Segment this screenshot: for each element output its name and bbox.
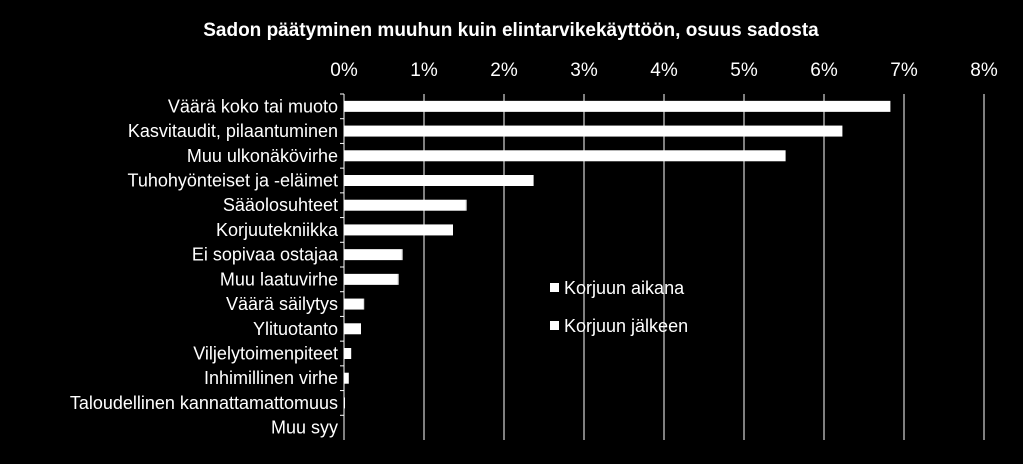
bars	[344, 100, 891, 409]
legend-swatch	[550, 321, 559, 330]
category-label: Väärä säilytys	[226, 294, 338, 314]
bar-korjuun-aikana	[344, 249, 402, 261]
x-tick-label: 6%	[810, 60, 838, 81]
bar-korjuun-jalkeen	[532, 175, 534, 186]
category-label: Muu laatuvirhe	[220, 269, 338, 289]
category-label: Inhimillinen virhe	[204, 368, 338, 388]
category-label: Korjuutekniikka	[216, 220, 339, 240]
bar-korjuun-aikana	[344, 199, 466, 211]
chart-title: Sadon päätyminen muuhun kuin elintarvike…	[203, 20, 819, 41]
bar-korjuun-jalkeen	[401, 249, 403, 261]
legend: Korjuun aikana Korjuun jälkeen	[550, 278, 688, 336]
bar-korjuun-jalkeen	[784, 150, 786, 162]
category-label: Muu syy	[271, 418, 338, 438]
category-label: Muu ulkonäkövirhe	[187, 146, 338, 166]
bar-korjuun-aikana	[344, 224, 452, 236]
category-label: Ei sopivaa ostajaa	[192, 245, 339, 265]
category-label: Väärä koko tai muoto	[168, 96, 338, 116]
x-axis-ticks: 0% 1% 2% 3% 4% 5% 6% 7% 8%	[330, 60, 998, 81]
legend-label: Korjuun jälkeen	[564, 316, 688, 336]
category-label: Sääolosuhteet	[223, 195, 338, 215]
bar-korjuun-aikana	[344, 348, 352, 359]
bar-korjuun-aikana	[344, 150, 784, 162]
bar-korjuun-jalkeen	[840, 125, 843, 137]
gridlines	[423, 94, 985, 440]
x-tick-label: 2%	[490, 60, 518, 81]
x-tick-label: 7%	[890, 60, 918, 81]
category-label: Viljelytoimenpiteet	[193, 344, 338, 364]
bar-korjuun-aikana	[344, 125, 840, 137]
category-labels: Väärä koko tai muoto Kasvitaudit, pilaant…	[70, 93, 344, 438]
bar-korjuun-aikana	[344, 298, 364, 310]
x-tick-label: 5%	[730, 60, 758, 81]
legend-label: Korjuun aikana	[564, 278, 685, 298]
x-tick-label: 0%	[330, 60, 358, 81]
bar-korjuun-aikana	[344, 175, 532, 186]
bar-korjuun-jalkeen	[397, 273, 399, 285]
x-tick-label: 4%	[650, 60, 678, 81]
category-label: Tuhohyönteiset ja -eläimet	[128, 171, 338, 191]
bar-korjuun-jalkeen	[360, 323, 361, 335]
category-label: Kasvitaudit, pilaantuminen	[128, 121, 338, 141]
x-tick-label: 3%	[570, 60, 598, 81]
bar-korjuun-jalkeen	[363, 298, 365, 310]
bar-korjuun-aikana	[344, 273, 398, 285]
bar-korjuun-aikana	[344, 372, 349, 384]
bar-korjuun-aikana	[344, 323, 360, 335]
legend-swatch	[550, 283, 559, 292]
category-label: Taloudellinen kannattamattomuus	[70, 393, 338, 413]
bar-korjuun-jalkeen	[465, 199, 467, 211]
x-tick-label: 8%	[970, 60, 998, 81]
category-label: Ylituotanto	[253, 319, 338, 339]
bar-korjuun-jalkeen	[888, 100, 891, 112]
bar-korjuun-jalkeen	[452, 224, 453, 236]
bar-korjuun-aikana	[344, 100, 888, 112]
x-tick-label: 1%	[410, 60, 438, 81]
